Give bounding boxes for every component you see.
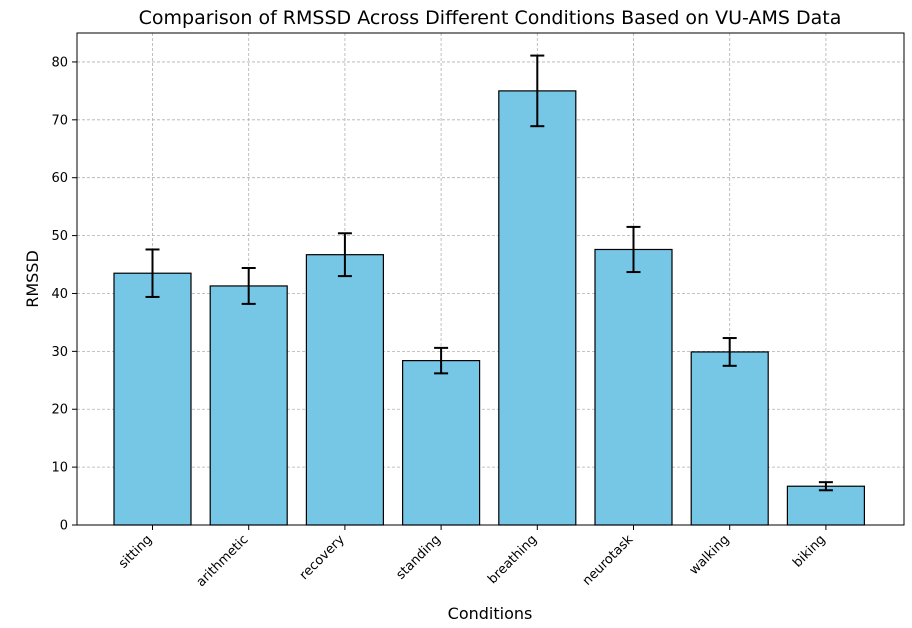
bar-recovery (305, 254, 384, 526)
y-tick-label: 0 (60, 519, 68, 534)
y-tick-label: 70 (51, 113, 68, 128)
y-tick-label: 40 (51, 287, 68, 302)
error-bar-biking (818, 481, 833, 492)
y-tick-label: 80 (51, 55, 68, 70)
x-tick-label-arithmetic: arithmetic (194, 532, 252, 590)
bar-arithmetic (209, 285, 288, 526)
y-tick-label: 20 (51, 403, 68, 418)
error-bar-sitting (145, 248, 160, 298)
x-tick-label-biking: biking (790, 532, 829, 571)
error-bar-walking (722, 337, 737, 367)
bar-sitting (113, 272, 192, 526)
x-tick-label-neurotask: neurotask (580, 532, 637, 589)
error-bars (145, 54, 833, 492)
bar-neurotask (594, 248, 673, 526)
x-tick-label-recovery: recovery (297, 532, 348, 583)
y-axis-label: RMSSD (23, 250, 42, 308)
bars (113, 90, 866, 526)
error-bar-breathing (530, 54, 545, 128)
bar-breathing (498, 90, 577, 526)
plot-frame (76, 32, 905, 526)
bar-standing (402, 360, 481, 526)
y-tick-label: 60 (51, 171, 68, 186)
bar-walking (690, 351, 769, 526)
x-tick-label-breathing: breathing (485, 532, 540, 587)
y-tick-label: 10 (51, 461, 68, 476)
grid (77, 33, 904, 526)
x-tick-label-standing: standing (393, 532, 444, 583)
x-axis-ticks: sitting arithmetic recovery standing breathi… (116, 525, 829, 590)
error-bar-recovery (337, 232, 352, 278)
y-tick-label: 50 (51, 229, 68, 244)
error-bar-arithmetic (241, 267, 256, 305)
error-bar-neurotask (626, 225, 641, 274)
chart-title: Comparison of RMSSD Across Different Con… (139, 7, 842, 29)
x-tick-label-walking: walking (687, 532, 733, 578)
y-axis-ticks: 0 10 20 30 40 50 60 70 80 (51, 55, 77, 534)
x-axis-label: Conditions (448, 604, 533, 623)
y-tick-label: 30 (51, 345, 68, 360)
error-bar-standing (434, 346, 449, 375)
bar-biking (786, 485, 866, 526)
x-tick-label-sitting: sitting (116, 532, 155, 571)
